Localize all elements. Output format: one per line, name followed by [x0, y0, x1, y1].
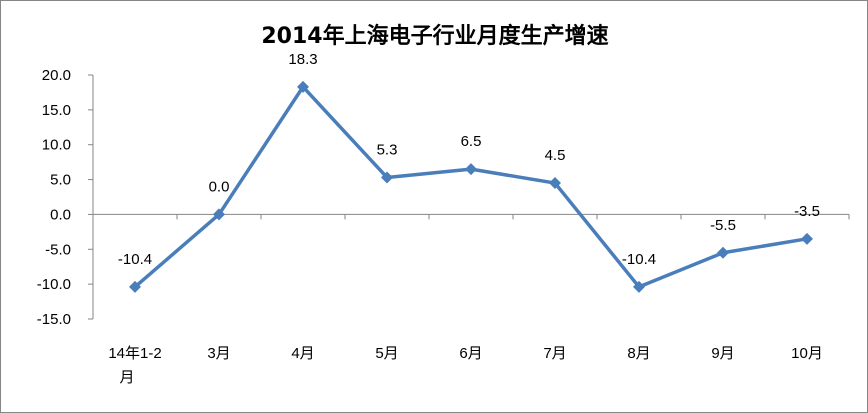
x-tick-label: 6月: [459, 345, 482, 362]
x-tick-label: 9月: [711, 345, 734, 362]
series-group: [129, 80, 813, 293]
data-point: [129, 280, 141, 293]
series-line: [133, 85, 808, 289]
data-labels-group: -10.4 0.0 18.3 5.3 6.5 4.5 -10.4 -5.5 -3.5: [118, 51, 820, 268]
y-tick-label: -15.0: [37, 311, 71, 328]
axes: 20.0 15.0 10.0 5.0 0.0 -5.0 -10.0 -15.0 14年1-2 月 3…: [37, 67, 850, 386]
y-tick-label: 15.0: [42, 102, 71, 119]
data-point: [213, 208, 225, 221]
y-tick-label: 0.0: [50, 206, 71, 223]
x-tick-label: 3月: [207, 345, 230, 362]
data-label: -5.5: [710, 217, 736, 234]
x-tick-label: 8月: [627, 345, 650, 362]
data-point: [717, 246, 729, 259]
y-tick-label: 20.0: [42, 67, 71, 84]
data-label: 0.0: [209, 178, 230, 195]
data-point: [801, 232, 813, 245]
data-label: -3.5: [794, 203, 820, 220]
x-tick-label: 10月: [791, 345, 823, 362]
data-point: [633, 280, 645, 293]
x-tick-label: 7月: [543, 345, 566, 362]
x-tick-label: 14年1-2 月: [108, 345, 161, 386]
data-label: 18.3: [288, 51, 317, 68]
chart-title: 2014年上海电子行业月度生产增速: [261, 23, 608, 49]
data-point: [381, 171, 393, 184]
x-tick-label: 4月: [291, 345, 314, 362]
data-label: 6.5: [461, 133, 482, 150]
x-tick-label: 5月: [375, 345, 398, 362]
data-label: 4.5: [545, 147, 566, 164]
y-tick-label: 5.0: [50, 172, 71, 189]
data-point: [549, 177, 561, 190]
data-label: -10.4: [622, 251, 656, 268]
data-point: [465, 163, 477, 176]
y-tick-label: -5.0: [45, 241, 71, 258]
y-tick-label: -10.0: [37, 276, 71, 293]
data-label: -10.4: [118, 251, 152, 268]
data-point: [297, 80, 309, 93]
y-tick-label: 10.0: [42, 137, 71, 154]
data-label: 5.3: [377, 141, 398, 158]
